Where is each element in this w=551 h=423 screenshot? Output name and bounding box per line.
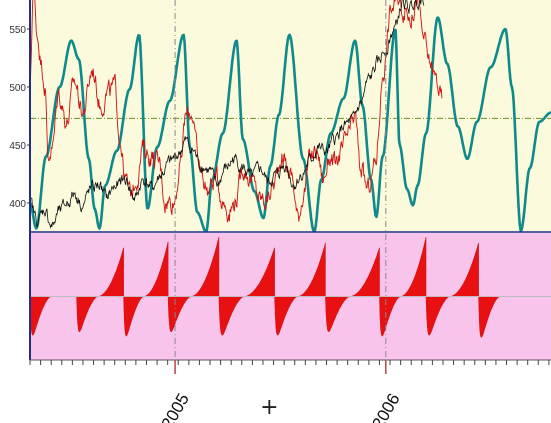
cursor-crosshair-icon: +	[260, 395, 278, 420]
y-tick-label: 450	[9, 141, 26, 152]
red-price-series-line	[30, 0, 443, 223]
oscillator-wave	[425, 242, 479, 336]
oscillator-wave	[123, 241, 169, 337]
bottom-panel	[29, 236, 551, 338]
y-tick-label: 550	[9, 25, 26, 36]
y-tick-label: 500	[9, 83, 26, 94]
year-label: 2005	[158, 390, 193, 423]
cycle-series-line	[30, 16, 551, 232]
y-tick-label: 400	[9, 199, 26, 210]
top-panel	[30, 0, 551, 232]
black-price-series-line	[30, 0, 425, 229]
oscillator-wave	[274, 242, 326, 336]
oscillator-wave	[76, 247, 124, 333]
year-label: 2006	[368, 390, 403, 423]
oscillator-wave	[218, 247, 275, 336]
oscillator-wave	[325, 247, 380, 333]
oscillator-wave	[167, 236, 220, 333]
oscillator-wave	[379, 236, 427, 337]
